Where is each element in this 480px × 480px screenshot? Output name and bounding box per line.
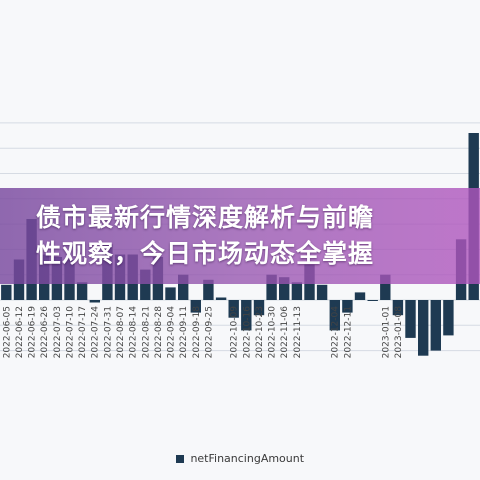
x-tick-labels: 2022-06-05 2022-06-12 2022-06-19 2022-06-26… [2,306,404,359]
bar [215,297,227,300]
x-tick-label: 2022-09-04 [167,306,177,359]
bar [405,300,416,338]
bar [329,300,340,331]
bar [354,292,366,300]
x-tick-label: 2022-08-07 [116,306,126,358]
legend-swatch [175,455,184,463]
bar [316,284,328,300]
x-tick-label: 2022-07-24 [91,306,101,359]
bar [228,300,239,318]
x-tick-label: 2023-01-08 [394,306,404,359]
bar [291,282,303,300]
headline-line-2: 性观察，今日市场动态全掌握 [36,239,375,268]
headline-banner [0,188,480,284]
bar [418,300,429,356]
x-tick-label: 2022-10-16 [242,306,252,359]
bar [140,269,151,300]
legend-label: netFinancingAmount [190,452,305,465]
bar [380,274,391,300]
x-tick-label: 2022-06-12 [15,306,25,358]
x-tick-label: 2022-10-23 [255,306,265,358]
headline-line-1: 债市最新行情深度解析与前瞻 [36,203,375,232]
x-tick-label: 2022-10-30 [268,306,278,359]
bar [430,300,441,351]
bar [203,279,214,300]
bar [253,300,265,316]
x-tick-label: 2022-06-05 [2,306,12,358]
bar [178,274,189,300]
bar [89,300,100,303]
x-tick-label: 2022-09-18 [192,306,202,359]
x-tick-label: 2022-09-25 [204,306,214,358]
x-tick-label: 2022-12-11 [343,306,353,358]
x-tick-label: 2022-11-06 [280,306,290,359]
bar [279,277,290,300]
x-tick-label: 2022-07-10 [66,306,76,359]
bar [190,300,201,313]
x-tick-label: 2022-12-04 [331,306,341,359]
x-tick-label: 2022-08-21 [141,306,151,358]
x-tick-label: 2022-08-14 [129,306,139,359]
x-tick-label: 2022-08-28 [154,306,164,359]
bar [76,282,88,300]
bar [1,284,12,300]
x-tick-label: 2022-07-31 [103,306,113,358]
x-tick-label: 2023-01-01 [381,306,391,358]
headline: 债市最新行情深度解析与前瞻 性观察，今日市场动态全掌握 [36,200,456,272]
legend: netFinancingAmount [0,452,480,465]
x-tick-label: 2022-07-17 [78,306,88,358]
x-tick-label: 2022-07-03 [53,306,63,358]
bar [342,300,353,313]
x-tick-label: 2022-09-11 [179,306,189,358]
bar [165,287,176,300]
bar [367,300,378,301]
x-tick-label: 2022-06-26 [40,306,50,359]
bar [392,300,404,316]
x-tick-label: 2022-11-13 [293,306,303,358]
bar [266,274,277,300]
x-tick-label: 2022-06-19 [28,306,38,359]
bar [443,300,454,336]
x-tick-label: 2022-10-09 [230,306,240,359]
bar [241,300,252,331]
